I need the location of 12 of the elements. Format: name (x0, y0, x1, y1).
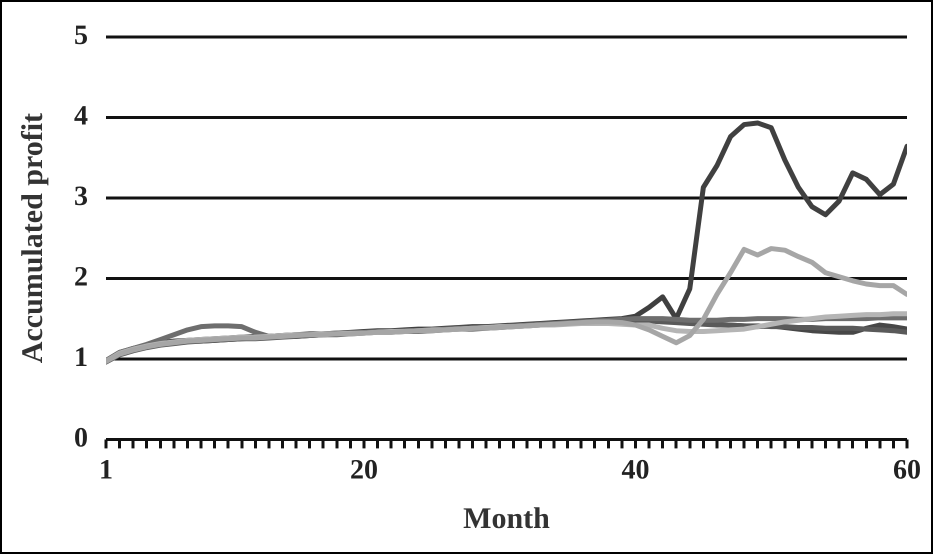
y-axis-title: Accumulated profit (16, 112, 49, 364)
y-tick-label: 3 (74, 181, 88, 212)
y-tick-label: 1 (74, 342, 88, 374)
x-tick-label: 40 (621, 454, 650, 486)
x-tick-label: 60 (893, 454, 921, 486)
y-tick-label: 0 (74, 422, 88, 454)
x-tick-label: 1 (99, 454, 113, 486)
x-tick-label: 20 (350, 454, 378, 486)
x-axis-title: Month (463, 502, 550, 535)
y-tick-label: 4 (74, 100, 88, 132)
y-tick-label: 5 (74, 20, 88, 52)
y-tick-label: 2 (74, 262, 88, 293)
